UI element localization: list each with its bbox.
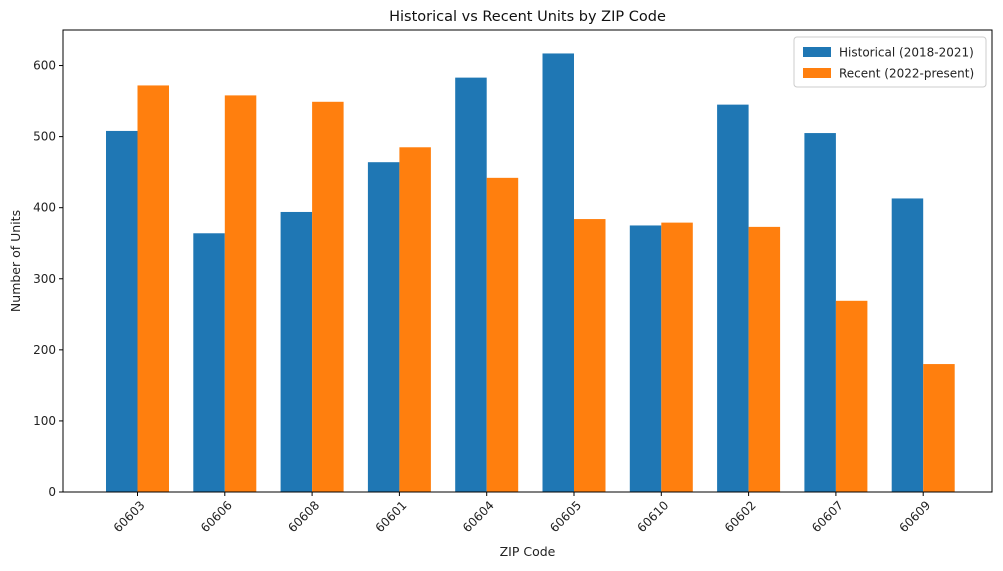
x-tick-label: 60603 xyxy=(111,498,148,535)
chart-title: Historical vs Recent Units by ZIP Code xyxy=(389,9,666,25)
x-tick-label: 60607 xyxy=(809,498,846,535)
legend-label-historical: Historical (2018-2021) xyxy=(839,46,974,60)
x-tick-label: 60604 xyxy=(460,498,497,535)
bar-historical-60610 xyxy=(629,225,662,492)
x-axis: 60603 60606 60608 60601 60604 60605 60610 60602… xyxy=(111,492,933,535)
bar-recent-60601 xyxy=(399,147,431,492)
bar-historical-60607 xyxy=(804,133,836,492)
bar-recent-60602 xyxy=(748,226,781,492)
bar-recent-60606 xyxy=(224,95,257,492)
y-tick-label: 0 xyxy=(48,485,56,499)
bar-historical-60601 xyxy=(367,162,400,492)
x-tick-label: 60609 xyxy=(896,498,933,535)
bar-historical-60604 xyxy=(455,77,487,493)
x-axis-label: ZIP Code xyxy=(500,544,556,559)
legend-swatch-recent xyxy=(803,68,831,78)
bar-historical-60606 xyxy=(193,233,225,492)
bar-recent-60605 xyxy=(574,219,606,492)
x-tick-label: 60602 xyxy=(722,498,759,535)
plot-frame xyxy=(62,29,993,493)
bars-layer xyxy=(106,53,955,493)
bar-historical-60603 xyxy=(106,130,138,492)
x-tick-label: 60606 xyxy=(198,498,235,535)
x-tick-label: 60608 xyxy=(285,498,322,535)
x-tick-label: 60601 xyxy=(373,498,410,535)
x-tick-label: 60605 xyxy=(547,498,584,535)
y-axis: 0 100 200 300 400 500 600 xyxy=(33,59,63,499)
legend: Historical (2018-2021) Recent (2022-pres… xyxy=(793,36,987,88)
y-axis-label: Number of Units xyxy=(8,210,23,312)
bar-recent-60604 xyxy=(486,177,519,492)
bar-recent-60603 xyxy=(137,85,169,492)
x-tick-label: 60610 xyxy=(635,498,672,535)
bar-recent-60610 xyxy=(661,222,693,492)
y-tick-label: 400 xyxy=(33,201,56,215)
bar-recent-60609 xyxy=(923,364,955,492)
bar-historical-60602 xyxy=(717,104,749,492)
y-tick-label: 500 xyxy=(33,130,56,144)
y-tick-label: 300 xyxy=(33,272,56,286)
bar-recent-60607 xyxy=(835,300,868,492)
bar-historical-60609 xyxy=(891,198,924,492)
y-tick-label: 200 xyxy=(33,343,56,357)
bar-historical-60608 xyxy=(280,211,313,492)
bar-historical-60605 xyxy=(542,53,574,493)
legend-swatch-historical xyxy=(803,47,831,57)
legend-label-recent: Recent (2022-present) xyxy=(839,67,974,81)
y-tick-label: 100 xyxy=(33,414,56,428)
bar-recent-60608 xyxy=(312,101,344,492)
legend-box xyxy=(793,36,987,88)
y-tick-label: 600 xyxy=(33,59,56,73)
